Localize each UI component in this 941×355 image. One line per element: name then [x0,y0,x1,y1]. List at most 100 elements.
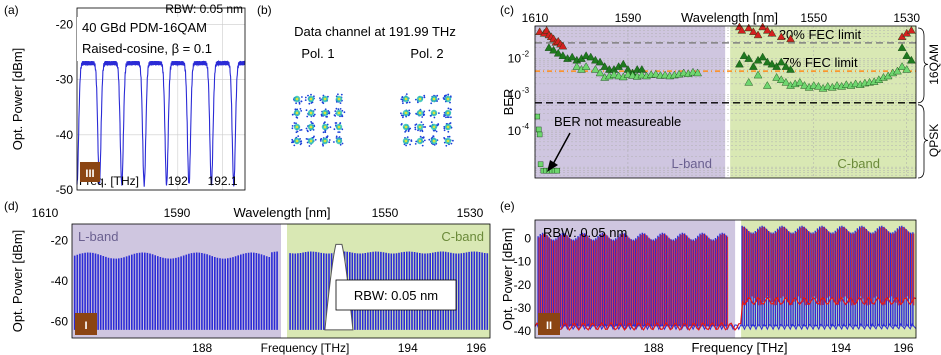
constellation-point [326,136,328,139]
constellation-point [415,98,417,101]
x-tick-label: 194 [398,341,418,355]
constellation-point [414,126,417,129]
y-tick-label: 10 [508,124,522,138]
constellation-point [423,110,426,113]
ber-point [772,73,781,81]
constellation-point [443,98,445,100]
constellation-core [323,97,327,101]
constellation-point [408,109,411,112]
ber-point [786,65,795,73]
constellation-point [450,116,452,119]
constellation-core [309,97,313,101]
constellation-point [333,128,336,131]
constellation-point [307,130,309,133]
constellation-point [306,115,309,118]
constellation-point [339,143,342,146]
constellation-point [310,121,312,123]
constellation-point [337,131,340,134]
constellation-point [329,126,332,128]
x-tick-label: 188 [644,341,664,355]
ber-point [893,66,902,75]
constellation-point [448,135,451,138]
ber-point [814,82,823,90]
constellation-point [305,109,308,112]
constellation-point [408,101,411,104]
constellation-point [449,101,451,104]
ber-point [739,51,749,59]
constellation-core [432,125,436,129]
label-16qam: 16QAM [927,44,941,85]
ber-point [534,113,541,120]
constellation-point [409,143,411,146]
constellation-point [422,123,425,126]
constellation-core [432,111,436,115]
y-tick-exponent: -2 [522,50,530,59]
ber-point [781,62,791,70]
cband-label: C-band [441,229,484,244]
constellation-point [337,108,340,111]
constellation-point [308,145,311,147]
ber-point [897,43,907,51]
constellation-point [430,121,433,124]
constellation-core [309,139,313,143]
annotation-arrowhead [547,160,558,172]
ber-point [758,22,768,31]
ber-point [567,52,577,61]
constellation-point [414,143,417,145]
constellation-point [333,114,336,116]
lband-shade [535,26,726,178]
ber-point [600,62,610,70]
constellation-point [299,129,301,132]
ber-point [776,75,786,83]
ber-point [591,55,600,64]
badge-label: II [546,320,552,332]
constellation-point [295,116,298,119]
y-tick-label: -20 [514,278,532,292]
ber-point [735,59,744,68]
constellation-point [402,116,404,119]
ber-point [549,45,558,54]
constellation-point [291,141,293,144]
ber-point [558,51,568,59]
ber-point [586,52,596,61]
y-axis-label: Opt. Power [dBm] [500,228,515,331]
constellation-point [420,121,423,123]
constellation-core [295,97,299,101]
constellation-point [291,125,294,127]
constellation-point [293,144,296,147]
ber-point [749,27,758,35]
constellation-point [341,142,344,145]
constellation-point [312,136,315,139]
constellation-point [319,138,322,141]
ber-point [781,77,791,86]
ber-point [767,59,777,68]
ber-point [753,30,763,39]
y-tick-label: -30 [514,301,532,315]
constellation-point [421,144,424,147]
constellation-point [337,93,339,96]
constellation-point [343,111,346,114]
constellation-core [309,111,313,115]
constellation-point [301,96,303,98]
constellation-point [321,143,324,146]
constellation-point [423,96,426,99]
constellation-point [400,123,403,125]
constellation-point [443,129,446,132]
constellation-point [443,95,446,98]
plot-frame [534,25,917,179]
constellation-point [400,112,402,115]
constellation-core [309,125,313,129]
plot-frame [534,219,917,339]
constellation-point [447,116,450,119]
constellation-core [337,125,341,129]
constellation-point [322,131,325,134]
constellation-core [432,97,436,101]
x-tick-label: 196 [466,341,486,355]
constellation-point [341,115,343,118]
ber-point [591,65,600,73]
rbw-annotation: RBW: 0.05 nm [354,288,438,303]
constellation-core [323,111,327,115]
x2-axis-label: Wavelength [nm] [233,205,330,220]
badge-box [75,313,97,335]
